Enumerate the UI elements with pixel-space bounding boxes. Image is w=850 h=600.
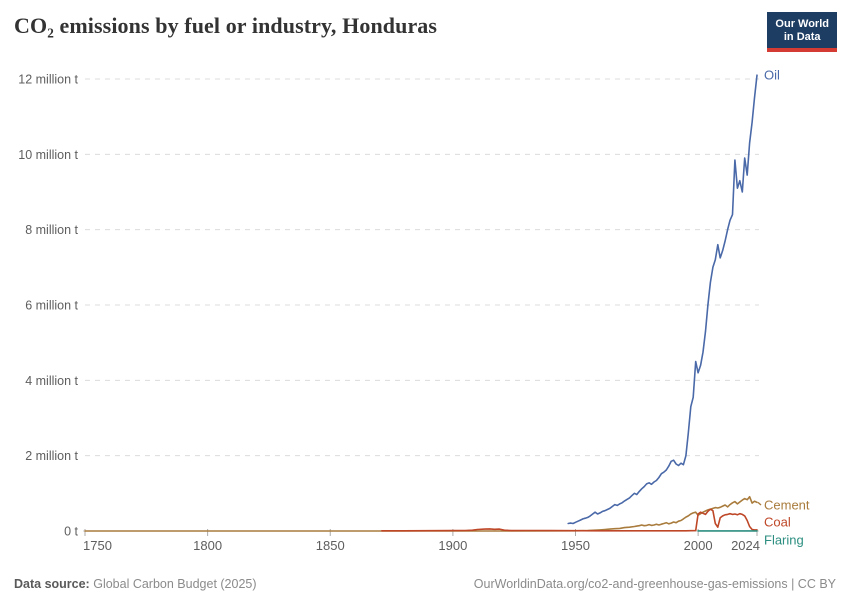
series-line-cement[interactable] bbox=[84, 495, 758, 532]
owid-logo-line2: in Data bbox=[783, 31, 821, 43]
y-axis-label: 10 million t bbox=[18, 148, 78, 162]
series-label-flaring[interactable]: Flaring bbox=[764, 533, 804, 548]
data-source-value: Global Carbon Budget (2025) bbox=[93, 577, 257, 591]
x-axis-label: 2000 bbox=[684, 538, 713, 553]
chart-title: CO₂ emissions by fuel or industry, Hondu… bbox=[14, 13, 438, 38]
x-axis-label: 1750 bbox=[83, 538, 112, 553]
y-axis-label: 0 t bbox=[64, 525, 78, 539]
y-axis-label: 4 million t bbox=[25, 374, 78, 388]
series-label-connector bbox=[757, 501, 762, 506]
series-label-cement[interactable]: Cement bbox=[764, 498, 810, 513]
y-axis-label: 8 million t bbox=[25, 223, 78, 237]
data-source-label: Data source: bbox=[14, 577, 90, 591]
x-axis-label: 1850 bbox=[316, 538, 345, 553]
series-label-oil[interactable]: Oil bbox=[764, 68, 780, 83]
owid-logo-line1: Our World bbox=[775, 18, 829, 30]
y-axis-label: 6 million t bbox=[25, 299, 78, 313]
series-line-oil[interactable] bbox=[567, 74, 758, 525]
x-axis-label: 1950 bbox=[561, 538, 590, 553]
owid-logo[interactable]: Our World in Data bbox=[767, 12, 837, 52]
series-line-coal[interactable] bbox=[380, 508, 758, 532]
footer-citation-link[interactable]: OurWorldinData.org/co2-and-greenhouse-ga… bbox=[473, 577, 836, 591]
x-axis-label: 2024 bbox=[731, 538, 760, 553]
y-axis-label: 12 million t bbox=[18, 73, 78, 87]
x-axis-label: 1800 bbox=[193, 538, 222, 553]
series-label-coal[interactable]: Coal bbox=[764, 515, 791, 530]
x-axis-label: 1900 bbox=[438, 538, 467, 553]
y-axis-label: 2 million t bbox=[25, 449, 78, 463]
data-source-note: Data source: Global Carbon Budget (2025) bbox=[14, 577, 257, 591]
